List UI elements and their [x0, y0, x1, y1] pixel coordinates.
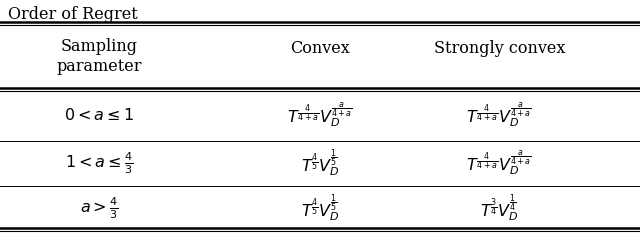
Text: Order of Regret: Order of Regret	[8, 6, 138, 23]
Text: $T^{\frac{4}{4+a}} V_D^{\frac{a}{4+a}}$: $T^{\frac{4}{4+a}} V_D^{\frac{a}{4+a}}$	[467, 148, 532, 178]
Text: $0 < a \leq 1$: $0 < a \leq 1$	[64, 106, 134, 123]
Text: Sampling
parameter: Sampling parameter	[56, 38, 142, 75]
Text: $T^{\frac{4}{5}} V_D^{\frac{1}{5}}$: $T^{\frac{4}{5}} V_D^{\frac{1}{5}}$	[301, 147, 339, 179]
Text: $T^{\frac{4}{4+a}} V_D^{\frac{a}{4+a}}$: $T^{\frac{4}{4+a}} V_D^{\frac{a}{4+a}}$	[467, 100, 532, 130]
Text: $T^{\frac{3}{4}} V_D^{\frac{1}{4}}$: $T^{\frac{3}{4}} V_D^{\frac{1}{4}}$	[480, 192, 518, 224]
Text: $T^{\frac{4}{5}} V_D^{\frac{1}{5}}$: $T^{\frac{4}{5}} V_D^{\frac{1}{5}}$	[301, 192, 339, 224]
Text: $1 < a \leq \frac{4}{3}$: $1 < a \leq \frac{4}{3}$	[65, 150, 133, 176]
Text: Strongly convex: Strongly convex	[433, 40, 565, 57]
Text: $T^{\frac{4}{4+a}} V_D^{\frac{a}{4+a}}$: $T^{\frac{4}{4+a}} V_D^{\frac{a}{4+a}}$	[287, 100, 353, 130]
Text: $a > \frac{4}{3}$: $a > \frac{4}{3}$	[80, 195, 118, 221]
Text: Convex: Convex	[290, 40, 350, 57]
